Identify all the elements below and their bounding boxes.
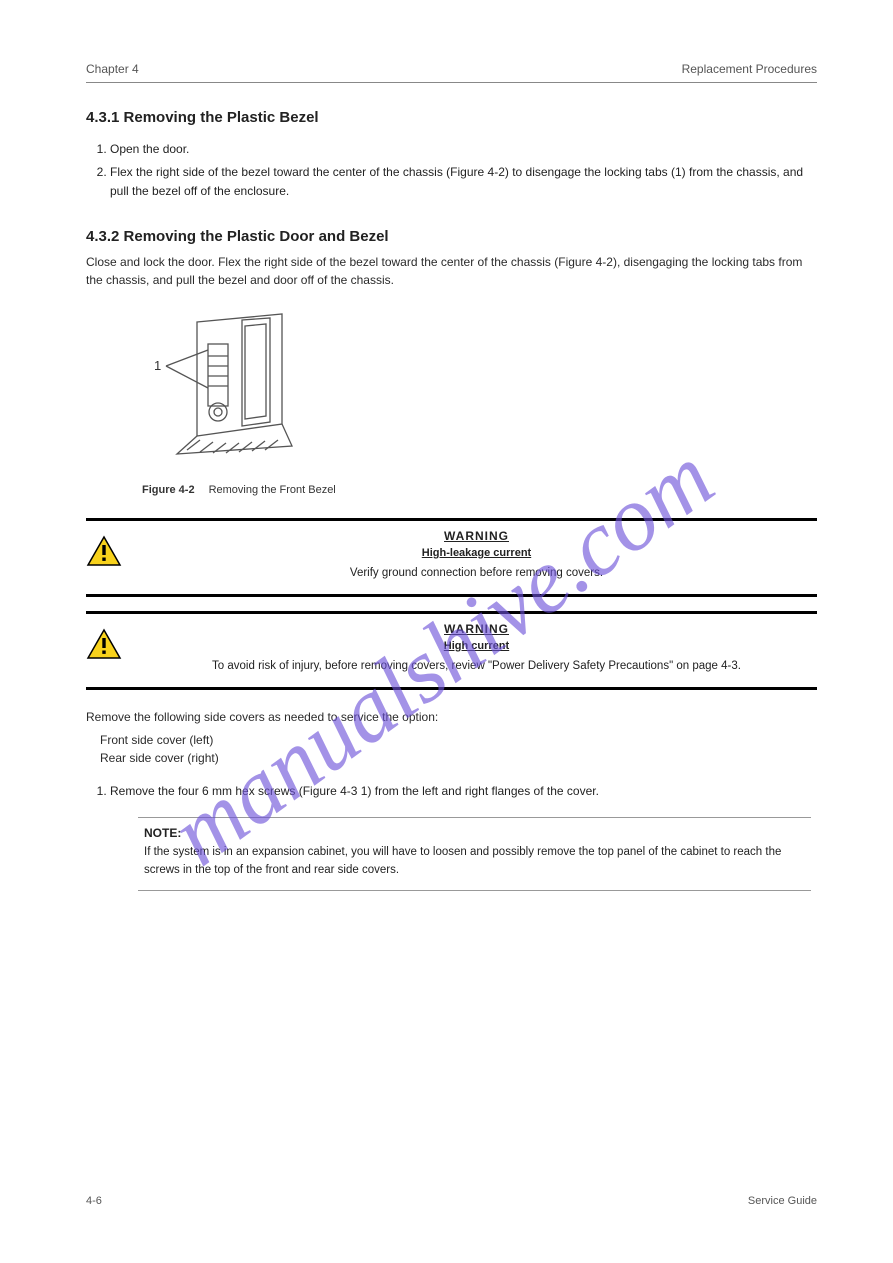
figure-4-2: 1 <box>142 304 817 474</box>
figure-title: Removing the Front Bezel <box>209 484 336 496</box>
figure-number: Figure 4-2 <box>142 484 195 496</box>
running-header: Chapter 4 Replacement Procedures <box>86 62 817 76</box>
footer-page-number: 4-6 <box>86 1195 102 1207</box>
figure-callout-1: 1 <box>154 358 161 373</box>
footer-doc-title: Service Guide <box>748 1195 817 1207</box>
warning-subtitle: High-leakage current <box>136 547 817 559</box>
step-open-door: Open the door. <box>110 140 817 159</box>
header-left: Chapter 4 <box>86 62 139 76</box>
note-heading: NOTE: <box>144 826 805 840</box>
header-right: Replacement Procedures <box>682 62 817 76</box>
warning-high-leakage: WARNING High-leakage current Verify grou… <box>86 518 817 597</box>
figure-caption: Figure 4-2 Removing the Front Bezel <box>142 484 817 496</box>
section-4-3-2-text: Close and lock the door. Flex the right … <box>86 253 817 290</box>
section-4-3-1-steps: Open the door. Flex the right side of th… <box>110 140 817 202</box>
section-4-3-1-heading: 4.3.1 Removing the Plastic Bezel <box>86 109 817 126</box>
warning-title: WARNING <box>136 622 817 636</box>
warning-triangle-icon <box>86 535 122 567</box>
cover-rear: Rear side cover (right) <box>100 749 817 768</box>
bezel-diagram-icon: 1 <box>142 304 352 474</box>
note-rule-bottom <box>138 890 811 891</box>
warning-high-current: WARNING High current To avoid risk of in… <box>86 611 817 690</box>
remove-covers-intro: Remove the following side covers as need… <box>86 708 817 727</box>
cover-front: Front side cover (left) <box>100 731 817 750</box>
warning-body: WARNING High-leakage current Verify grou… <box>136 529 817 582</box>
warning-triangle-icon <box>86 628 122 660</box>
warning-subtitle: High current <box>136 640 817 652</box>
warning-body: WARNING High current To avoid risk of in… <box>136 622 817 675</box>
step-flex-bezel: Flex the right side of the bezel toward … <box>110 163 817 201</box>
remove-covers-steps: Remove the four 6 mm hex screws (Figure … <box>110 782 817 801</box>
section-4-3-2-heading: 4.3.2 Removing the Plastic Door and Beze… <box>86 228 817 245</box>
remove-screws-step: Remove the four 6 mm hex screws (Figure … <box>110 782 817 801</box>
note-block: NOTE: If the system is in an expansion c… <box>132 811 817 897</box>
warning-title: WARNING <box>136 529 817 543</box>
warning-text: Verify ground connection before removing… <box>136 565 817 582</box>
running-footer: 4-6 Service Guide <box>86 1195 817 1207</box>
page: Chapter 4 Replacement Procedures 4.3.1 R… <box>0 0 893 1263</box>
header-rule <box>86 82 817 83</box>
warning-text: To avoid risk of injury, before removing… <box>136 658 817 675</box>
note-text: If the system is in an expansion cabinet… <box>144 844 805 880</box>
